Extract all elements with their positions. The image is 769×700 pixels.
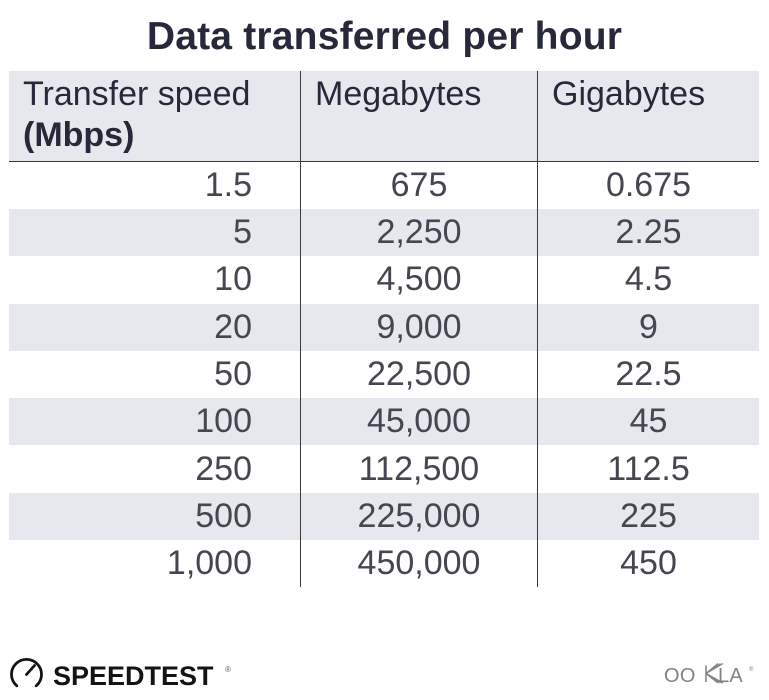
svg-text:®: ®	[749, 666, 754, 673]
svg-text:LA: LA	[718, 665, 743, 687]
svg-text:SPEEDTEST: SPEEDTEST	[53, 661, 214, 691]
svg-text:®: ®	[225, 665, 231, 674]
svg-text:OO: OO	[664, 665, 696, 687]
